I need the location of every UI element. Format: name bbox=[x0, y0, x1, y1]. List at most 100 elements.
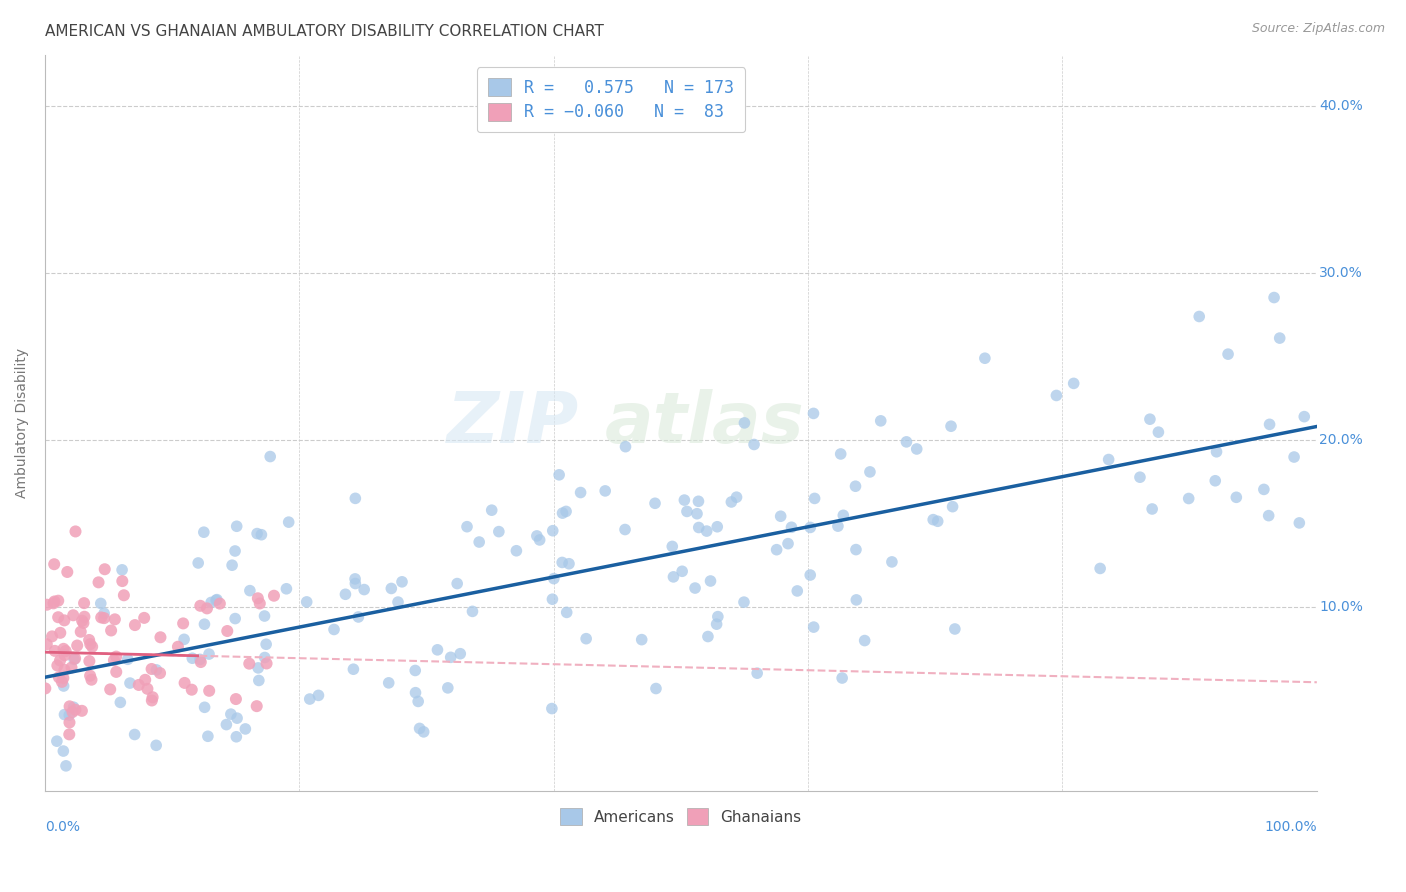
Point bbox=[830, 447, 852, 461]
Point bbox=[63, 652, 86, 666]
Point bbox=[832, 508, 855, 523]
Point bbox=[55, 759, 77, 773]
Point bbox=[79, 637, 101, 651]
Point bbox=[44, 594, 66, 608]
Point bbox=[205, 593, 228, 607]
Point bbox=[188, 652, 211, 666]
Point bbox=[707, 609, 730, 624]
Point bbox=[973, 351, 995, 366]
Point bbox=[55, 644, 77, 658]
Point bbox=[52, 679, 75, 693]
Point bbox=[1263, 291, 1285, 305]
Point bbox=[688, 494, 710, 508]
Point bbox=[105, 665, 128, 679]
Text: 40.0%: 40.0% bbox=[1319, 98, 1364, 112]
Point bbox=[1139, 412, 1161, 426]
Point bbox=[128, 678, 150, 692]
Point bbox=[239, 583, 262, 598]
Point bbox=[799, 568, 821, 582]
Point bbox=[103, 653, 125, 667]
Point bbox=[548, 467, 571, 482]
Point bbox=[90, 596, 112, 610]
Point bbox=[49, 625, 72, 640]
Point bbox=[696, 524, 718, 538]
Point bbox=[62, 608, 84, 623]
Point bbox=[555, 606, 578, 620]
Point bbox=[173, 632, 195, 647]
Point bbox=[44, 558, 66, 572]
Point bbox=[644, 496, 666, 510]
Point bbox=[66, 639, 89, 653]
Point bbox=[145, 663, 167, 677]
Point bbox=[41, 629, 63, 643]
Point bbox=[905, 442, 928, 456]
Point bbox=[298, 692, 321, 706]
Point bbox=[60, 660, 83, 674]
Point bbox=[198, 647, 221, 661]
Point bbox=[344, 491, 367, 506]
Point bbox=[558, 557, 581, 571]
Point bbox=[225, 519, 247, 533]
Point bbox=[198, 683, 221, 698]
Point bbox=[323, 623, 346, 637]
Point bbox=[111, 563, 134, 577]
Point bbox=[344, 576, 367, 591]
Point bbox=[172, 616, 194, 631]
Point bbox=[46, 593, 69, 607]
Point bbox=[387, 595, 409, 609]
Point bbox=[69, 624, 91, 639]
Point bbox=[725, 490, 748, 504]
Point bbox=[224, 611, 246, 625]
Point bbox=[56, 565, 79, 579]
Point bbox=[551, 506, 574, 520]
Point bbox=[593, 483, 616, 498]
Point bbox=[1282, 450, 1305, 464]
Point bbox=[488, 524, 510, 539]
Point bbox=[259, 450, 281, 464]
Point bbox=[104, 612, 127, 626]
Point bbox=[246, 526, 269, 541]
Point bbox=[77, 632, 100, 647]
Point bbox=[1257, 508, 1279, 523]
Point bbox=[35, 637, 58, 651]
Point bbox=[93, 562, 115, 576]
Point bbox=[541, 524, 564, 538]
Point bbox=[377, 676, 399, 690]
Point bbox=[845, 542, 868, 557]
Point bbox=[662, 570, 685, 584]
Point bbox=[461, 604, 484, 618]
Point bbox=[73, 596, 96, 610]
Point bbox=[551, 556, 574, 570]
Point bbox=[404, 664, 426, 678]
Point bbox=[217, 624, 239, 638]
Point bbox=[526, 529, 548, 543]
Point bbox=[426, 643, 449, 657]
Point bbox=[391, 574, 413, 589]
Point bbox=[1088, 561, 1111, 575]
Point bbox=[53, 648, 76, 663]
Text: 0.0%: 0.0% bbox=[45, 821, 80, 834]
Point bbox=[468, 535, 491, 549]
Point bbox=[344, 572, 367, 586]
Point bbox=[224, 544, 246, 558]
Point bbox=[555, 504, 578, 518]
Point bbox=[79, 654, 101, 668]
Point bbox=[34, 681, 56, 696]
Point bbox=[51, 674, 73, 689]
Point bbox=[277, 515, 299, 529]
Point bbox=[134, 611, 156, 625]
Point bbox=[52, 671, 75, 685]
Point bbox=[529, 533, 551, 547]
Point bbox=[765, 542, 787, 557]
Point bbox=[927, 514, 949, 528]
Point bbox=[437, 681, 460, 695]
Point bbox=[200, 595, 222, 609]
Point bbox=[149, 666, 172, 681]
Point bbox=[100, 624, 122, 638]
Point bbox=[541, 701, 564, 715]
Text: Source: ZipAtlas.com: Source: ZipAtlas.com bbox=[1251, 22, 1385, 36]
Point bbox=[136, 681, 159, 696]
Point bbox=[111, 574, 134, 588]
Point bbox=[845, 593, 868, 607]
Point bbox=[1045, 388, 1067, 402]
